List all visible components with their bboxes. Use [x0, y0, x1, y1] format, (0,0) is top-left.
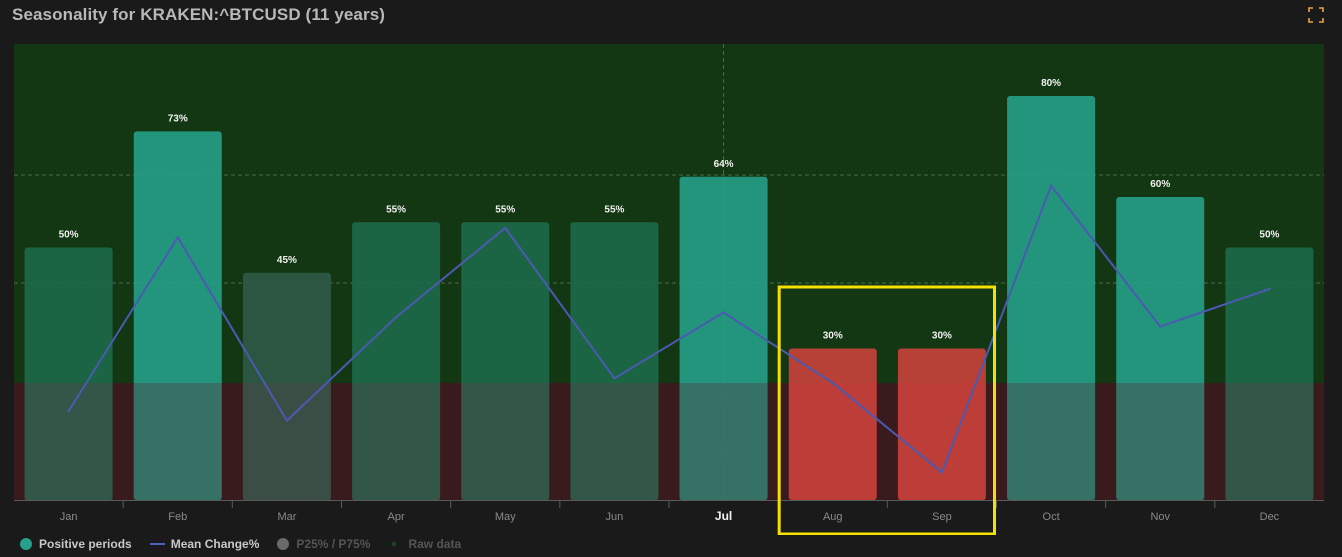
- legend-item-percentiles[interactable]: P25% / P75%: [277, 537, 370, 551]
- legend-item-mean[interactable]: Mean Change%: [149, 537, 260, 551]
- legend-label-percentiles: P25% / P75%: [296, 537, 371, 551]
- mean-point-may: [504, 226, 507, 230]
- x-tick-label-feb: Feb: [168, 511, 187, 523]
- bar-feb: [133, 131, 222, 500]
- bar-nov: [1116, 197, 1205, 500]
- bar-apr: [352, 222, 441, 500]
- x-tick-label-aug: Aug: [823, 511, 843, 523]
- value-label-feb: 73%: [168, 113, 188, 124]
- value-label-jan: 50%: [59, 230, 79, 241]
- positive-zone: [14, 44, 1324, 383]
- x-tick-label-nov: Nov: [1150, 511, 1170, 523]
- bar-dec: [1225, 247, 1314, 500]
- x-axis: Jan Feb Mar Apr May Jun Jul Aug Sep Oct Nov Dec: [14, 500, 1324, 523]
- value-label-jul: 64%: [714, 159, 734, 170]
- bar-jun: [570, 222, 659, 500]
- value-label-nov: 60%: [1150, 179, 1170, 190]
- mean-point-oct: [1049, 184, 1053, 187]
- bar-jul: [679, 176, 768, 501]
- annotation-layer: [777, 285, 997, 535]
- bar-lower-overlay-nov: [1116, 383, 1205, 500]
- mean-point-jul: [722, 311, 725, 314]
- value-label-may: 55%: [495, 204, 515, 215]
- legend-label-positive: Positive periods: [39, 537, 132, 551]
- bar-lower-overlay-jan: [24, 383, 113, 500]
- mean-change-line: [67, 184, 1270, 474]
- bar-value-labels: 50% 73% 45% 55% 55% 55% 64% 30% 30% 80% 60% 50%: [59, 78, 1280, 342]
- bar-lower-overlay-feb: [133, 383, 222, 500]
- negative-zone: [14, 383, 1324, 500]
- raw-dot-icon: [392, 542, 397, 546]
- x-tick-label-jun: Jun: [606, 511, 624, 523]
- value-label-dec: 50%: [1259, 230, 1279, 241]
- mean-point-jan: [67, 410, 70, 413]
- bar-lower-overlay-dec: [1225, 383, 1314, 500]
- seasonality-chart: 50% 73% 45% 55% 55% 55% 64% 30% 30% 80% 60% 50% Jan…: [14, 44, 1324, 535]
- x-tick-label-mar: Mar: [277, 511, 296, 523]
- chart-legend: Positive periods Mean Change% P25% / P75…: [20, 536, 479, 552]
- percentile-dot-icon: [277, 538, 290, 550]
- bar-jan: [24, 247, 113, 500]
- x-tick-label-sep: Sep: [932, 511, 952, 523]
- legend-label-raw: Raw data: [408, 537, 462, 551]
- legend-item-raw[interactable]: Raw data: [388, 537, 461, 551]
- mean-point-nov: [1159, 325, 1162, 328]
- positive-dot-icon: [20, 538, 32, 550]
- x-tick-label-jan: Jan: [60, 511, 78, 523]
- x-tick-label-oct: Oct: [1043, 511, 1060, 523]
- x-tick-label-dec: Dec: [1260, 511, 1280, 523]
- bars: [24, 96, 1314, 501]
- mean-line-layer: [67, 184, 1271, 474]
- value-label-oct: 80%: [1041, 78, 1061, 89]
- mean-point-jun: [613, 377, 616, 380]
- mean-point-dec: [1268, 287, 1271, 291]
- bar-lower-overlay-jun: [570, 383, 659, 500]
- bar-mar: [242, 272, 331, 500]
- bar-may: [461, 222, 550, 500]
- x-tick-label-jul: Jul: [715, 509, 732, 523]
- bar-sep: [897, 348, 986, 500]
- chart-background: [14, 44, 1324, 500]
- expand-icon[interactable]: [1308, 7, 1324, 23]
- value-label-jun: 55%: [604, 204, 624, 215]
- x-tick-label-may: May: [495, 511, 516, 523]
- chart-title: Seasonality for KRAKEN:^BTCUSD (11 years…: [12, 5, 386, 24]
- bar-lower-overlay-oct: [1007, 383, 1096, 500]
- legend-label-mean: Mean Change%: [170, 537, 260, 551]
- bar-lower-overlay-apr: [352, 383, 441, 500]
- value-label-mar: 45%: [277, 255, 297, 266]
- mean-point-mar: [285, 419, 289, 422]
- bar-lower-overlay-may: [461, 383, 550, 500]
- x-tick-label-apr: Apr: [388, 511, 405, 523]
- bar-aug: [788, 348, 877, 500]
- mean-point-apr: [394, 316, 398, 319]
- legend-item-positive[interactable]: Positive periods: [20, 537, 132, 551]
- bar-oct: [1007, 96, 1096, 500]
- highlight-rectangle: [777, 285, 997, 535]
- bar-lower-overlay-mar: [242, 383, 331, 500]
- bar-lower-overlay-jul: [679, 383, 768, 500]
- mean-line-icon: [149, 543, 165, 545]
- mean-point-aug: [831, 381, 834, 385]
- value-label-apr: 55%: [386, 204, 406, 215]
- mean-point-sep: [940, 471, 944, 474]
- mean-point-feb: [176, 236, 179, 239]
- value-label-aug: 30%: [823, 331, 843, 342]
- value-label-sep: 30%: [932, 331, 952, 342]
